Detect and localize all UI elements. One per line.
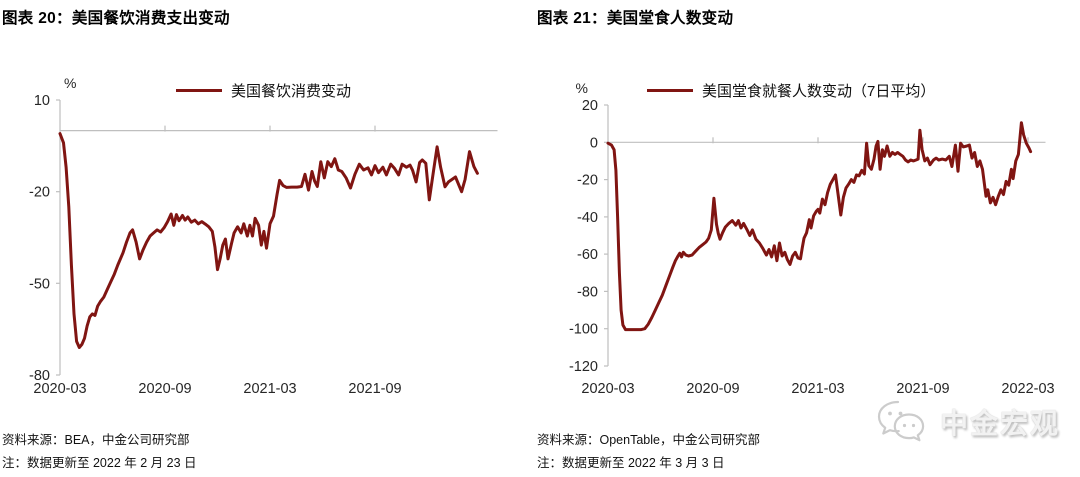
legend-line-swatch [647,88,693,93]
svg-text:2020-03: 2020-03 [33,381,86,397]
svg-text:-20: -20 [29,185,50,201]
svg-text:-120: -120 [569,359,598,375]
svg-text:-100: -100 [569,322,598,338]
svg-text:-80: -80 [29,368,50,384]
svg-text:%: % [64,75,76,91]
watermark: 中金宏观 [876,399,1060,445]
svg-text:2021-09: 2021-09 [896,381,949,397]
figure-20-us-dining-spending: 图表 20：美国餐饮消费支出变动 美国餐饮消费变动 10 -20 -50 -80 202… [0,0,535,477]
svg-text:2021-03: 2021-03 [791,381,844,397]
wechat-icon [877,400,925,442]
figure-20-title: 图表 20：美国餐饮消费支出变动 [2,10,230,27]
svg-text:-50: -50 [29,276,50,292]
watermark-text: 中金宏观 [940,408,1061,439]
figure-21-source: 资料来源：OpenTable，中金公司研究部 [537,433,760,447]
svg-text:%: % [576,80,588,96]
svg-text:2020-09: 2020-09 [138,381,191,397]
svg-text:2020-09: 2020-09 [686,381,739,397]
svg-text:20: 20 [582,98,598,114]
figure-21-legend: 美国堂食就餐人数变动（7日平均） [647,80,935,101]
svg-text:0: 0 [590,135,598,151]
svg-text:-40: -40 [577,210,598,226]
figure-20-note: 注：数据更新至 2022 年 2 月 23 日 [2,456,197,470]
svg-text:-60: -60 [577,247,598,263]
svg-text:-20: -20 [577,173,598,189]
legend-line-swatch [176,88,222,93]
figure-20-legend: 美国餐饮消费变动 [176,80,351,101]
svg-text:2022-03: 2022-03 [1001,381,1054,397]
figure-21-note: 注：数据更新至 2022 年 3 月 3 日 [537,456,725,470]
figure-21-us-dine-in: 图表 21：美国堂食人数变动 美国堂食就餐人数变动（7日平均） 20 0 -20 -4… [535,0,1080,477]
svg-text:10: 10 [34,93,50,109]
figure-20-source: 资料来源：BEA，中金公司研究部 [2,433,190,447]
svg-text:2021-09: 2021-09 [348,381,401,397]
svg-text:-80: -80 [577,284,598,300]
svg-text:2021-03: 2021-03 [243,381,296,397]
legend-label: 美国堂食就餐人数变动（7日平均） [702,83,936,100]
dine-in-diners-line-chart: 20 0 -20 -40 -60 -80 -100 -120 2020-03 2020-09 202… [569,80,1055,397]
figure-21-title: 图表 21：美国堂食人数变动 [537,10,734,27]
svg-text:2020-03: 2020-03 [581,381,634,397]
legend-label: 美国餐饮消费变动 [231,83,352,100]
